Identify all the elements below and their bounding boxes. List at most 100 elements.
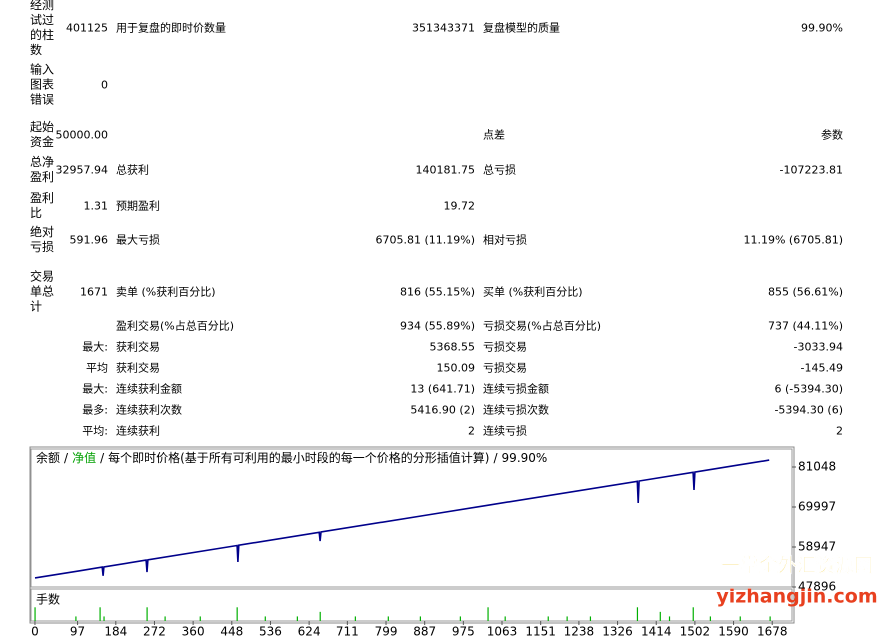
field-label: 最大亏损 (116, 233, 160, 247)
x-tick-label: 1326 (602, 625, 633, 639)
x-tick-label: 272 (143, 625, 166, 639)
volume-bar (146, 607, 148, 621)
x-tick-label: 448 (220, 625, 243, 639)
volume-bar (387, 616, 389, 621)
field-label: 亏损交易 (483, 340, 527, 354)
field-label: 连续获利 (116, 424, 160, 438)
watermark-title: 一掌金外汇资源网 (721, 554, 873, 577)
field-value: 5416.90 (2) (410, 403, 475, 417)
legend-item: 每个即时价格(基于所有可利用的最小时段的每一个价格的分形插值计算) (108, 450, 489, 465)
field-value: 140181.75 (415, 163, 476, 177)
field-label: 点差 (483, 128, 505, 142)
volume-bar (296, 616, 298, 621)
field-value: 最大: (82, 382, 108, 396)
x-tick-label: 711 (336, 625, 359, 639)
field-label: 相对亏损 (483, 233, 527, 247)
field-value: 6705.81 (11.19%) (375, 233, 475, 247)
legend: 余额 / 净值 / 每个即时价格(基于所有可利用的最小时段的每一个价格的分形插值计算) /… (36, 450, 547, 465)
x-tick-label: 360 (182, 625, 205, 639)
y-tick-label: 81048 (798, 459, 836, 473)
field-label: 连续获利次数 (116, 403, 182, 417)
field-label: 总净盈利 (30, 155, 55, 184)
x-tick-label: 1502 (680, 625, 711, 639)
field-label: 连续获利金额 (116, 382, 182, 396)
field-label: 获利交易 (116, 361, 160, 375)
volume-bar (504, 616, 506, 621)
field-value: 2 (468, 424, 475, 438)
x-tick-label: 1678 (757, 625, 788, 639)
field-value: -3033.94 (793, 340, 843, 354)
field-value: 6 (-5394.30) (774, 382, 843, 396)
y-tick-label: 47896 (798, 580, 836, 594)
volume-bar (236, 607, 238, 621)
volume-bar (264, 616, 266, 621)
x-tick-label: 624 (298, 625, 321, 639)
field-value: -107223.81 (779, 163, 843, 177)
volume-bar (668, 616, 671, 621)
field-label: 亏损交易(%占总百分比) (483, 319, 602, 333)
volume-bar (692, 607, 694, 621)
x-tick-label: 975 (452, 625, 475, 639)
volume-bar (164, 616, 166, 621)
volume-bar (459, 616, 461, 621)
field-value: 855 (56.61%) (767, 285, 843, 299)
volume-bar (103, 616, 105, 621)
x-tick-label: 887 (413, 625, 436, 639)
volume-bar (769, 616, 771, 621)
field-value: 5368.55 (429, 340, 476, 354)
x-tick-label: 536 (259, 625, 282, 639)
field-value: 150.09 (436, 361, 476, 375)
field-value: 32957.94 (55, 163, 109, 177)
y-tick-label: 58947 (798, 539, 836, 553)
volume-bar (99, 607, 101, 621)
field-value: 参数 (821, 128, 843, 142)
volume-bar (419, 616, 421, 621)
x-tick-label: 1414 (641, 625, 672, 639)
field-value: 13 (641.71) (410, 382, 475, 396)
field-value: 平均 (86, 361, 108, 375)
x-tick-label: 1590 (718, 625, 749, 639)
field-value: 0 (101, 78, 108, 92)
field-label: 亏损交易 (483, 361, 527, 375)
legend-item: 99.90% (502, 451, 548, 465)
field-value: 2 (836, 424, 843, 438)
field-value: 934 (55.89%) (399, 319, 475, 333)
field-value: 351343371 (412, 21, 475, 35)
field-label: 连续亏损金额 (483, 382, 549, 396)
field-value: 19.72 (443, 199, 476, 213)
field-label: 连续亏损次数 (483, 403, 549, 417)
field-label: 卖单 (%获利百分比) (116, 285, 216, 299)
field-label: 盈利比 (30, 191, 55, 220)
field-label: 绝对亏损 (30, 225, 55, 254)
x-tick-label: 1063 (487, 625, 518, 639)
volume-panel (30, 588, 793, 622)
field-value: -5394.30 (6) (774, 403, 843, 417)
x-tick-label: 184 (104, 625, 127, 639)
field-label: 用于复盘的即时价数量 (116, 21, 226, 35)
field-label: 交易单总计 (30, 269, 55, 314)
field-value: 最大: (82, 340, 108, 354)
field-value: 平均: (82, 424, 108, 438)
watermark-site: yizhangjin.com (716, 586, 877, 608)
field-label: 经测试过的柱数 (30, 0, 55, 57)
legend-item: 净值 (72, 450, 96, 465)
volume-bar (739, 616, 741, 621)
field-value: 816 (55.15%) (399, 285, 475, 299)
volume-bar (709, 616, 711, 621)
field-label: 总亏损 (483, 163, 516, 177)
legend-item: / (64, 451, 69, 465)
balance-line (34, 459, 770, 579)
volume-bar (589, 616, 592, 621)
field-label: 复盘模型的质量 (483, 21, 560, 35)
legend-item: / (494, 451, 499, 465)
field-value: 1671 (80, 285, 108, 299)
x-tick-label: 1151 (525, 625, 556, 639)
volume-bar (75, 616, 77, 621)
field-label: 总获利 (116, 163, 149, 177)
volume-bar (199, 616, 201, 621)
field-value: 99.90% (801, 21, 843, 35)
legend-item: / (100, 451, 105, 465)
volume-bar (354, 616, 356, 621)
